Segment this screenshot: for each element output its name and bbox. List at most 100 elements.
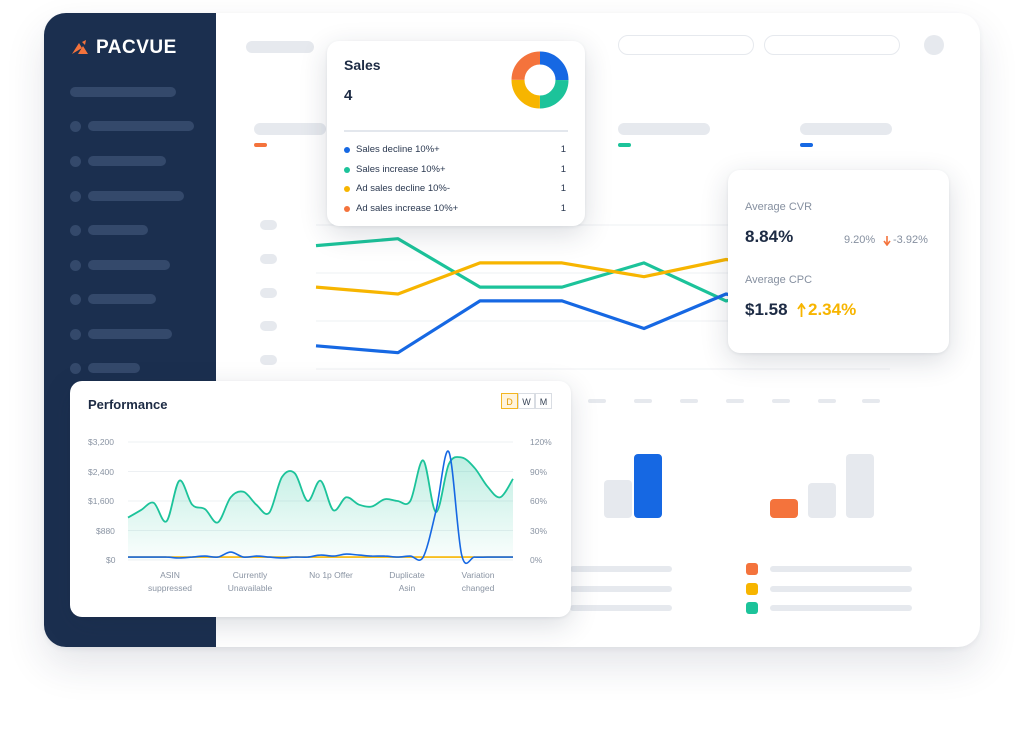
header-placeholder: [246, 41, 314, 53]
y-right-tick: 0%: [530, 555, 543, 565]
header-filter[interactable]: [618, 35, 754, 55]
area-fill: [128, 456, 513, 560]
sidebar-item-icon: [70, 191, 81, 202]
series-line-rate: [127, 450, 513, 565]
y-right-tick: 30%: [530, 526, 548, 536]
legend-swatch: [746, 583, 758, 595]
series-line-sales: [127, 456, 514, 524]
bar: [604, 479, 632, 518]
donut-slice: [511, 51, 569, 109]
legend-swatch: [746, 563, 758, 575]
sidebar-item[interactable]: [88, 225, 148, 235]
metric-tab-placeholder[interactable]: [800, 123, 892, 135]
sidebar-item[interactable]: [88, 363, 140, 373]
metric-tab-marker: [800, 143, 813, 147]
performance-chart: [127, 441, 514, 565]
bar: [770, 498, 798, 518]
cpc-label: Average CPC: [745, 274, 813, 286]
x-category-label: No 1p Offer: [309, 570, 353, 580]
arrow-down-icon: [883, 236, 891, 246]
x-category-label: Variation changed: [461, 570, 495, 593]
header-filter[interactable]: [764, 35, 900, 55]
toggle-month[interactable]: M: [535, 393, 552, 409]
toggle-day[interactable]: D: [501, 393, 518, 409]
sidebar-item[interactable]: [70, 87, 176, 97]
performance-card: Performance D W M $3,200 $2,400 $1,600 $…: [70, 381, 571, 617]
sales-card: Sales 4 Sales decline 10%+ 1 Sales increas…: [327, 41, 585, 226]
sidebar-item-icon: [70, 156, 81, 167]
cvr-value: 8.84%: [745, 227, 794, 246]
axis-dash: [588, 399, 606, 403]
y-left-tick: $2,400: [88, 467, 114, 477]
legend-count: 1: [560, 183, 566, 194]
y-right-tick: 90%: [530, 467, 548, 477]
sidebar-item[interactable]: [88, 294, 156, 304]
legend-item[interactable]: Sales decline 10%+ 1: [344, 143, 568, 157]
y-axis-placeholder: [260, 254, 277, 264]
legend-dot: [344, 205, 350, 212]
sidebar-item[interactable]: [88, 191, 184, 201]
legend-count: 1: [560, 163, 566, 175]
axis-dash: [772, 399, 790, 403]
bar: [846, 454, 874, 518]
axis-dash: [634, 399, 652, 403]
metric-tab-placeholder[interactable]: [618, 123, 710, 135]
legend-placeholder: [770, 605, 912, 611]
sidebar-item[interactable]: [88, 329, 172, 339]
sidebar-item-icon: [70, 363, 81, 374]
y-left-tick: $1,600: [88, 496, 114, 506]
metric-tab-marker: [254, 143, 267, 147]
legend-placeholder: [770, 586, 912, 592]
axis-dash: [726, 399, 744, 403]
toggle-week[interactable]: W: [518, 393, 535, 409]
list-placeholder: [570, 586, 672, 592]
list-placeholder: [570, 605, 672, 611]
legend-item[interactable]: Ad sales decline 10%- 1: [344, 182, 568, 196]
arrow-up-icon: [797, 303, 806, 317]
legend-placeholder: [770, 566, 912, 572]
sidebar-item-icon: [70, 260, 81, 271]
sales-card-title: Sales: [344, 57, 381, 73]
cpc-value: $1.58: [745, 300, 788, 319]
sales-card-value: 4: [344, 87, 353, 104]
axis-dash: [680, 399, 698, 403]
y-right-tick: 120%: [530, 437, 552, 447]
legend-dot: [344, 166, 350, 173]
list-placeholder: [570, 566, 672, 572]
y-left-tick: $3,200: [88, 437, 114, 447]
metric-tab-marker: [618, 143, 631, 147]
legend-label: Ad sales increase 10%+: [356, 202, 459, 214]
metric-tab-placeholder[interactable]: [254, 123, 326, 135]
performance-title: Performance: [88, 397, 168, 412]
donut-slice: [511, 51, 569, 109]
sidebar-item-icon: [70, 225, 81, 236]
cvr-change: -3.92%: [893, 234, 928, 246]
divider: [344, 130, 568, 132]
legend-dot: [344, 147, 350, 153]
kpi-card: Average CVR 8.84% 9.20% -3.92% Average C…: [728, 170, 949, 353]
brand-name: PACVUE: [96, 37, 177, 58]
sidebar-item-icon: [70, 121, 81, 132]
y-left-tick: $880: [96, 526, 115, 536]
legend-swatch: [746, 602, 758, 614]
brand-logo[interactable]: PACVUE: [70, 37, 177, 59]
axis-dash: [862, 399, 880, 403]
donut-slice: [511, 51, 569, 109]
avatar[interactable]: [924, 35, 944, 55]
sidebar-item[interactable]: [88, 260, 170, 270]
legend-label: Ad sales decline 10%-: [356, 183, 450, 194]
sidebar-item-icon: [70, 329, 81, 340]
legend-count: 1: [560, 144, 566, 155]
legend-item[interactable]: Sales increase 10%+ 1: [344, 163, 568, 177]
sidebar-item[interactable]: [88, 121, 194, 131]
legend-label: Sales decline 10%+: [356, 144, 440, 155]
sidebar-item[interactable]: [88, 156, 166, 166]
y-axis-placeholder: [260, 355, 277, 365]
y-right-tick: 60%: [530, 496, 548, 506]
x-category-label: ASIN suppressed: [148, 570, 192, 593]
bar: [634, 454, 662, 518]
cpc-change: 2.34%: [808, 300, 857, 319]
cvr-label: Average CVR: [745, 201, 813, 213]
legend-label: Sales increase 10%+: [356, 163, 446, 175]
legend-item[interactable]: Ad sales increase 10%+ 1: [344, 202, 568, 216]
